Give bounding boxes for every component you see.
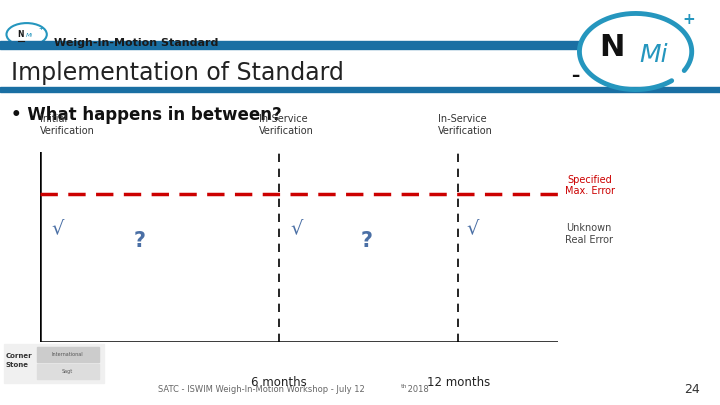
Text: Stone: Stone (6, 362, 29, 368)
Text: Specified
Max. Error: Specified Max. Error (565, 175, 615, 196)
Text: ?: ? (133, 231, 145, 252)
Bar (37, 364, 99, 379)
Bar (0, 87, 720, 92)
Text: Weigh-In-Motion Standard: Weigh-In-Motion Standard (54, 38, 218, 48)
Text: 6 months: 6 months (251, 377, 307, 390)
Text: –: – (571, 67, 580, 85)
Text: In-Service
Verification: In-Service Verification (259, 114, 314, 136)
Text: Corner: Corner (6, 354, 32, 359)
Text: √: √ (51, 219, 64, 237)
Bar (0, 40, 580, 49)
Text: Mi: Mi (639, 43, 668, 67)
Text: √: √ (291, 219, 303, 237)
Text: Mi: Mi (26, 33, 33, 38)
Text: SATC - ISWIM Weigh-In-Motion Workshop - July 12: SATC - ISWIM Weigh-In-Motion Workshop - … (158, 385, 365, 394)
Bar (37, 347, 99, 362)
Text: 2018: 2018 (405, 385, 429, 394)
Text: Implementation of Standard: Implementation of Standard (11, 61, 343, 85)
Text: th: th (400, 384, 407, 389)
Text: √: √ (466, 219, 479, 237)
Text: ?: ? (361, 231, 372, 252)
Text: +: + (683, 12, 696, 27)
Text: Initial
Verification: Initial Verification (40, 114, 94, 136)
Text: N: N (599, 33, 624, 62)
Text: In-Service
Verification: In-Service Verification (438, 114, 493, 136)
Text: +: + (38, 26, 42, 31)
Text: 24: 24 (684, 383, 700, 396)
Text: Sagt: Sagt (62, 369, 73, 374)
Text: International: International (52, 352, 84, 357)
Text: • What happens in between?: • What happens in between? (11, 107, 282, 124)
Bar (4, 344, 104, 383)
Text: Unknown
Real Error: Unknown Real Error (565, 224, 613, 245)
Text: N: N (17, 30, 24, 38)
Text: 12 months: 12 months (427, 377, 490, 390)
